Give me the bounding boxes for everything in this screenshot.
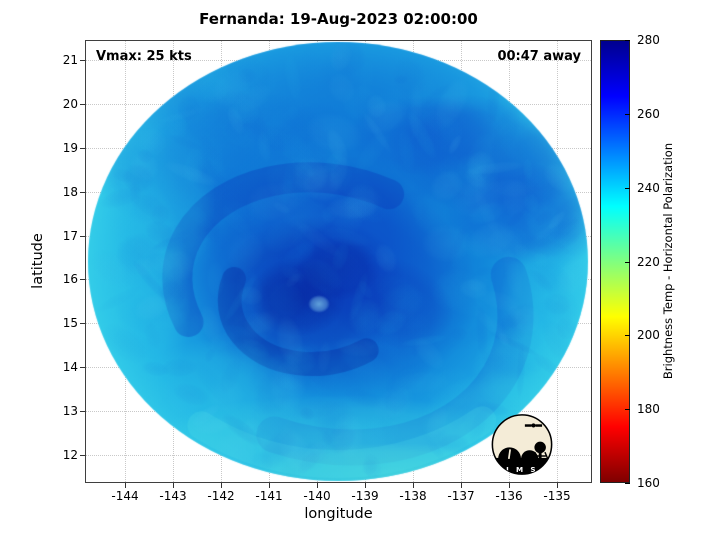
colorbar-tick-label: 220 <box>637 254 660 269</box>
x-tick-mark <box>365 483 366 488</box>
x-tick-mark <box>125 483 126 488</box>
x-tick-mark <box>173 483 174 488</box>
y-tick-label: 19 <box>62 140 78 155</box>
y-tick-label: 20 <box>62 96 78 111</box>
x-tick-label: -141 <box>255 489 283 503</box>
plot-title: Fernanda: 19-Aug-2023 02:00:00 <box>199 10 478 28</box>
x-tick-mark <box>317 483 318 488</box>
x-tick-mark <box>461 483 462 488</box>
x-tick-label: -136 <box>495 489 523 503</box>
colorbar-tick-label: 280 <box>637 33 660 47</box>
x-tick-label: -142 <box>207 489 235 503</box>
x-tick-mark <box>221 483 222 488</box>
x-tick-label: -137 <box>447 489 475 503</box>
y-tick-label: 15 <box>62 316 78 331</box>
cimss-logo-text: C I M S S <box>494 465 551 474</box>
cimss-logo-icon: C I M S S <box>491 414 553 475</box>
x-tick-label: -135 <box>543 489 571 503</box>
y-tick-label: 16 <box>62 272 78 287</box>
x-tick-mark <box>269 483 270 488</box>
countdown-annotation: 00:47 away <box>497 49 581 64</box>
plot-area: Vmax: 25 kts 00:47 away C <box>85 40 592 483</box>
y-axis-label: latitude <box>30 233 46 289</box>
vmax-annotation: Vmax: 25 kts <box>96 49 192 64</box>
colorbar-tick-mark <box>625 483 630 484</box>
x-axis-label: longitude <box>304 506 373 522</box>
y-tick-label: 12 <box>62 447 78 462</box>
colorbar-tick-label: 180 <box>637 402 660 417</box>
x-tick-label: -144 <box>111 489 139 503</box>
y-tick-label: 14 <box>62 360 78 375</box>
y-tick-label: 21 <box>62 53 78 67</box>
colorbar-tick-label: 240 <box>637 180 660 195</box>
x-tick-label: -140 <box>303 489 331 503</box>
x-tick-mark <box>557 483 558 488</box>
y-tick-label: 13 <box>62 404 78 419</box>
colorbar <box>600 40 630 483</box>
y-tick-label: 18 <box>62 184 78 199</box>
y-tick-label: 17 <box>62 228 78 243</box>
x-tick-label: -138 <box>399 489 427 503</box>
colorbar-tick-label: 160 <box>637 476 660 490</box>
x-tick-label: -139 <box>351 489 379 503</box>
colorbar-tick-label: 200 <box>637 328 660 343</box>
colorbar-label: Brightness Temp - Horizontal Polarizatio… <box>661 142 675 380</box>
cimss-logo: C I M S S <box>479 412 565 479</box>
x-tick-mark <box>509 483 510 488</box>
satellite-image-canvas <box>86 41 591 482</box>
colorbar-tick-label: 260 <box>637 106 660 121</box>
x-tick-label: -143 <box>159 489 187 503</box>
x-tick-mark <box>413 483 414 488</box>
